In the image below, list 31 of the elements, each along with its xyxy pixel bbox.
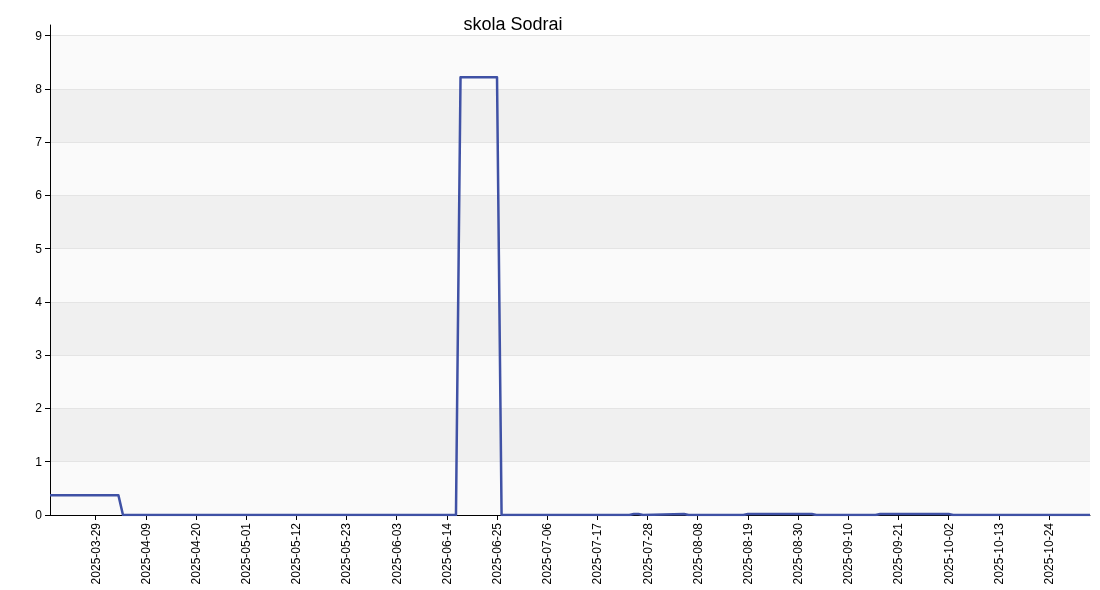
y-tick-label: 6 <box>35 188 43 203</box>
x-tick-label: 2025-07-06 <box>540 522 555 585</box>
chart-title: skola Sodrai <box>463 14 563 34</box>
x-tick-label: 2025-09-10 <box>841 522 856 585</box>
x-tick-label: 2025-08-08 <box>690 522 705 585</box>
x-tick-label: 2025-09-21 <box>891 522 906 585</box>
x-tick-label: 2025-08-30 <box>791 522 806 585</box>
x-tick-label: 2025-06-14 <box>439 522 454 585</box>
x-tick-label: 2025-10-02 <box>941 522 956 585</box>
y-tick-label: 5 <box>35 241 43 256</box>
y-tick-label: 2 <box>35 401 43 416</box>
x-tick-label: 2025-10-24 <box>1041 522 1056 585</box>
x-tick-label: 2025-03-29 <box>88 522 103 585</box>
x-tick-label: 2025-05-12 <box>289 522 304 585</box>
y-tick-label: 0 <box>35 508 43 522</box>
x-tick-label: 2025-04-09 <box>138 522 153 585</box>
x-tick-label: 2025-10-13 <box>991 522 1006 585</box>
x-tick-label: 2025-08-19 <box>740 522 755 585</box>
x-tick-label: 2025-07-28 <box>640 522 655 585</box>
y-tick-label: 8 <box>35 81 43 96</box>
y-tick-label: 4 <box>35 294 43 309</box>
x-tick-label: 2025-06-25 <box>490 522 505 585</box>
y-tick-label: 3 <box>35 348 43 363</box>
x-tick-label: 2025-07-17 <box>590 522 605 585</box>
x-tick-label: 2025-04-20 <box>188 522 203 585</box>
x-tick-label: 2025-05-23 <box>339 522 354 585</box>
y-tick-label: 9 <box>35 28 43 43</box>
x-tick-label: 2025-06-03 <box>389 522 404 585</box>
y-tick-label: 1 <box>35 454 43 469</box>
y-tick-label: 7 <box>35 135 43 150</box>
x-tick-label: 2025-05-01 <box>239 522 254 585</box>
